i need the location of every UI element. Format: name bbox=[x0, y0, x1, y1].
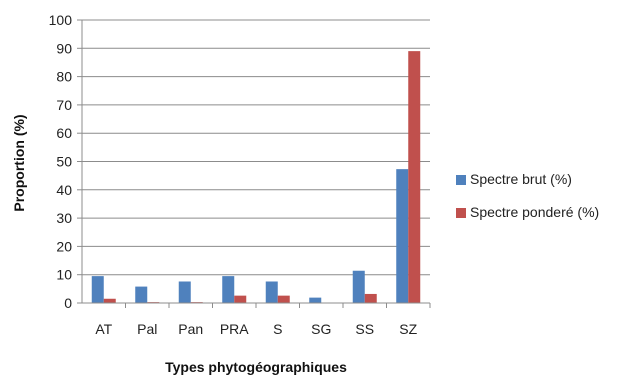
y-tick-label: 80 bbox=[56, 69, 72, 85]
bar-spectre-brut bbox=[91, 276, 104, 303]
y-tick-label: 60 bbox=[56, 125, 72, 141]
bar-spectre-brut bbox=[178, 281, 191, 303]
legend-label: Spectre ponderé (%) bbox=[470, 204, 599, 220]
bar-spectre-pondere bbox=[277, 295, 290, 303]
y-tick-label: 0 bbox=[64, 295, 72, 311]
legend-swatch bbox=[456, 208, 466, 218]
y-tick-label: 90 bbox=[56, 40, 72, 56]
bar-spectre-brut bbox=[135, 286, 148, 303]
x-tick-label: AT bbox=[95, 321, 112, 337]
x-tick-label: PRA bbox=[220, 321, 249, 337]
x-tick-label: SS bbox=[355, 321, 374, 337]
bar-spectre-pondere bbox=[234, 295, 247, 303]
y-tick-label: 40 bbox=[56, 182, 72, 198]
x-tick-label: Pal bbox=[137, 321, 157, 337]
bar-spectre-pondere bbox=[103, 298, 116, 303]
gridlines bbox=[82, 19, 430, 276]
y-tick-label: 50 bbox=[56, 154, 72, 170]
bar-spectre-brut bbox=[396, 169, 409, 303]
x-tick-label: Pan bbox=[178, 321, 203, 337]
tick-labels: 0 10 20 30 40 50 60 70 80 90 100 AT Pal Pan PRA S SG SS SZ bbox=[49, 12, 431, 337]
y-tick-label: 100 bbox=[49, 12, 73, 28]
bars bbox=[91, 51, 421, 303]
bar-spectre-pondere bbox=[408, 51, 421, 303]
y-tick-label: 20 bbox=[56, 238, 72, 254]
bar-spectre-pondere bbox=[364, 293, 377, 303]
bar-spectre-brut bbox=[309, 297, 322, 303]
bar-spectre-brut bbox=[352, 270, 365, 303]
x-axis-title: Types phytogéographiques bbox=[165, 359, 347, 375]
y-tick-label: 10 bbox=[56, 267, 72, 283]
legend: Spectre brut (%) Spectre ponderé (%) bbox=[456, 171, 599, 220]
x-tick-label: SG bbox=[311, 321, 331, 337]
x-tick-label: SZ bbox=[399, 321, 417, 337]
legend-swatch bbox=[456, 175, 466, 185]
y-tick-label: 70 bbox=[56, 97, 72, 113]
bar-spectre-brut bbox=[265, 281, 278, 303]
bar-spectre-brut bbox=[222, 276, 235, 303]
x-tick-label: S bbox=[273, 321, 282, 337]
legend-label: Spectre brut (%) bbox=[470, 171, 572, 187]
y-tick-label: 30 bbox=[56, 210, 72, 226]
y-axis-title: Proportion (%) bbox=[11, 114, 27, 211]
